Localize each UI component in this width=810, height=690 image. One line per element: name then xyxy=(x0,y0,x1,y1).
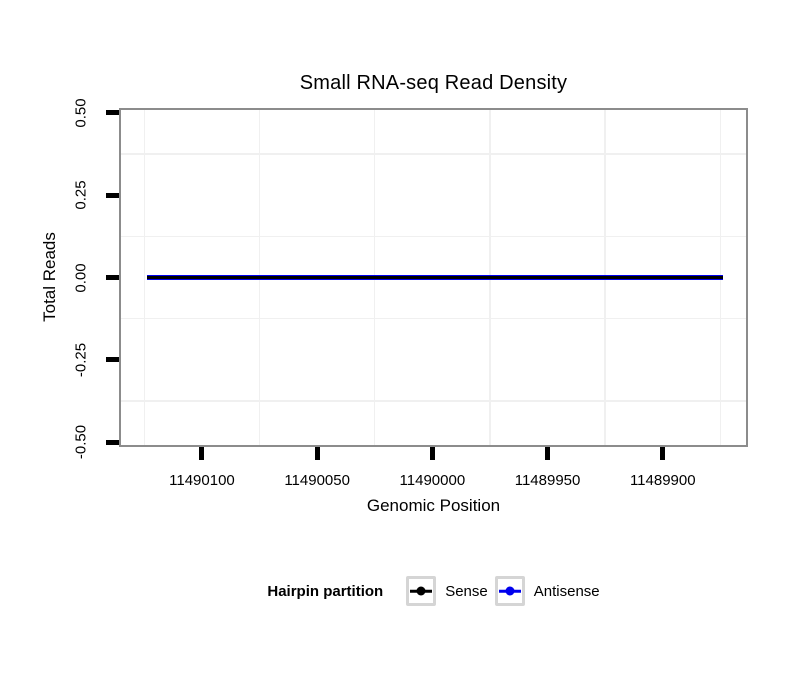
y-tick-mark xyxy=(106,439,119,445)
minor-gridline-y xyxy=(119,400,748,402)
legend-item-antisense: Antisense xyxy=(494,576,600,606)
y-tick-mark xyxy=(106,357,119,363)
series-line-sense xyxy=(146,276,723,279)
x-axis-title: Genomic Position xyxy=(366,496,501,515)
y-axis-title: Total Reads xyxy=(40,232,59,322)
y-tick-label: 0.00 xyxy=(72,262,90,293)
legend-label-antisense: Antisense xyxy=(533,582,600,600)
minor-gridline-y xyxy=(119,153,748,155)
minor-gridline-x xyxy=(143,108,146,447)
y-tick-mark xyxy=(106,110,119,116)
x-tick-label: 11489900 xyxy=(629,472,696,489)
y-tick-label: 0.50 xyxy=(72,98,90,128)
x-tick-label: 11490100 xyxy=(169,472,235,489)
sense-point-icon xyxy=(416,586,426,596)
legend-item-sense: Sense xyxy=(406,576,488,606)
legend: Hairpin partition Sense Antisense xyxy=(119,576,748,606)
legend-key-sense xyxy=(406,576,437,606)
y-tick-label: 0.25 xyxy=(72,180,90,210)
legend-title: Hairpin partition xyxy=(267,582,384,600)
x-tick-label: 11490050 xyxy=(284,472,350,489)
x-tick-mark xyxy=(660,447,666,460)
minor-gridline-y xyxy=(119,317,748,320)
chart-title: Small RNA-seq Read Density xyxy=(299,72,568,94)
antisense-point-icon xyxy=(505,586,515,596)
y-tick-label: -0.25 xyxy=(72,342,90,377)
x-tick-label: 11489950 xyxy=(514,472,581,489)
panel-border xyxy=(119,108,748,447)
x-tick-mark xyxy=(429,447,435,460)
legend-key-antisense xyxy=(494,576,525,606)
minor-gridline-y xyxy=(119,235,748,238)
y-tick-mark xyxy=(106,275,119,280)
x-tick-mark xyxy=(199,447,205,460)
x-tick-mark xyxy=(545,447,551,460)
x-tick-label: 11490000 xyxy=(399,472,466,489)
legend-label-sense: Sense xyxy=(445,582,488,600)
y-tick-label: -0.50 xyxy=(72,424,90,460)
y-tick-mark xyxy=(106,192,119,198)
x-tick-mark xyxy=(314,447,320,460)
